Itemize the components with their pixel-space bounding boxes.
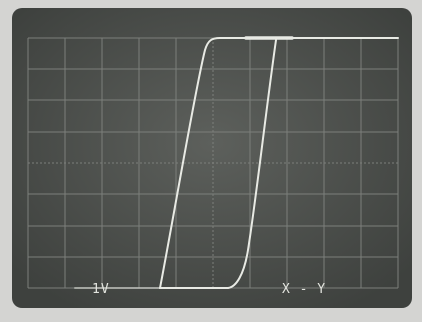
hysteresis-trace <box>74 36 399 289</box>
screen <box>12 8 412 308</box>
volts-label: 1V <box>92 282 110 297</box>
graticule <box>27 37 399 289</box>
mode-label: X - Y <box>282 282 326 297</box>
